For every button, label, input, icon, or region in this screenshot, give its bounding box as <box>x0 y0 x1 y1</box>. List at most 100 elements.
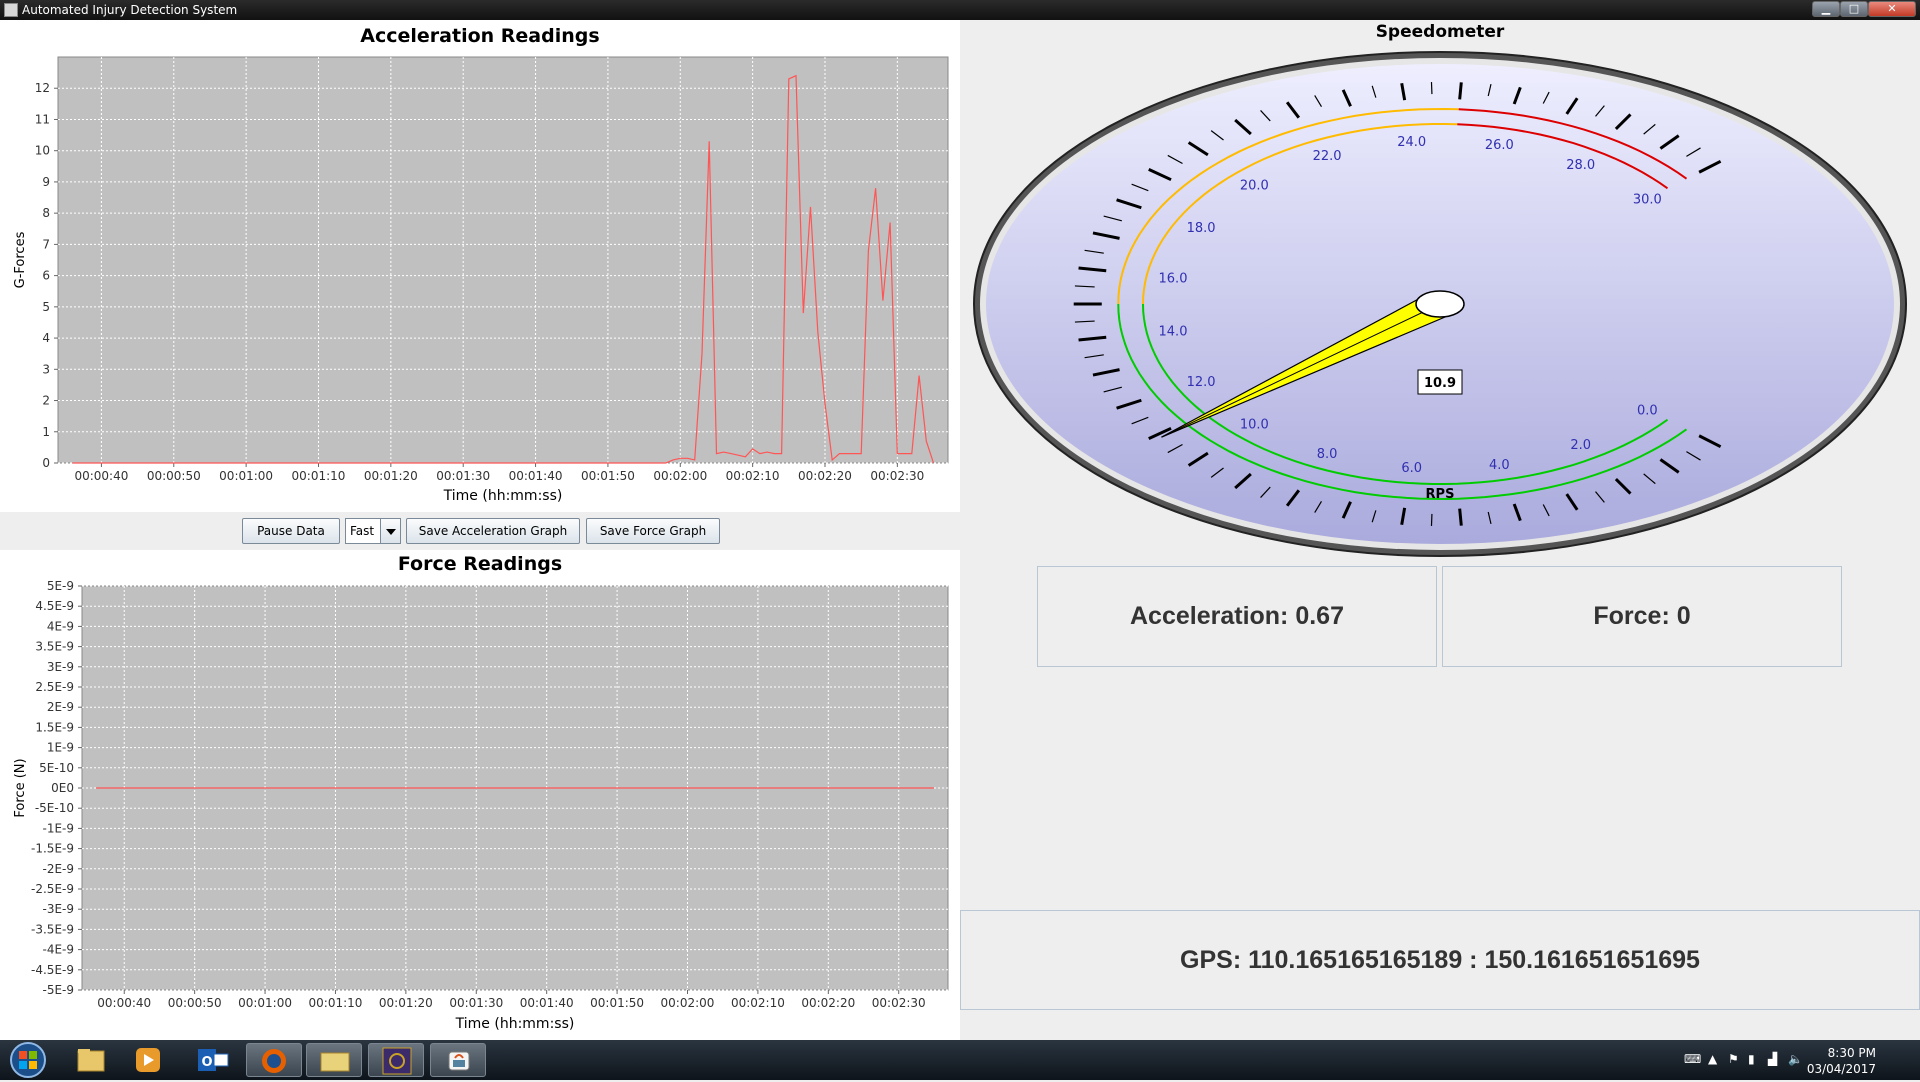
force-x-tick-label: 00:00:50 <box>168 996 222 1010</box>
speedometer-hub <box>1416 291 1464 317</box>
pause-data-button[interactable]: Pause Data <box>242 518 340 544</box>
speedometer-tick-label: 30.0 <box>1633 193 1662 208</box>
speedometer-tick-label: 12.0 <box>1187 375 1216 390</box>
acc-y-tick-label: 3 <box>42 362 50 376</box>
acc-y-tick-label: 12 <box>35 81 50 95</box>
force-ylabel: Force (N) <box>13 758 28 817</box>
acceleration-readout: Acceleration: 0.67 <box>1037 566 1437 667</box>
outlook-icon[interactable]: O <box>184 1043 240 1077</box>
acc-x-tick-label: 00:02:30 <box>870 469 924 483</box>
acc-y-tick-label: 10 <box>35 144 50 158</box>
force-x-tick-label: 00:02:10 <box>731 996 785 1010</box>
force-chart-title: Force Readings <box>398 553 562 575</box>
force-y-tick-label: -5E-9 <box>42 983 74 997</box>
speedometer-value: 10.9 <box>1424 376 1456 391</box>
speedometer-tick-label: 28.0 <box>1566 158 1595 173</box>
acceleration-plot-area <box>58 57 948 463</box>
acc-y-tick-label: 6 <box>42 269 50 283</box>
speedometer-tick-label: 4.0 <box>1489 458 1510 473</box>
force-y-tick-label: 4E-9 <box>47 619 74 633</box>
force-x-tick-label: 00:02:30 <box>872 996 926 1010</box>
force-readout: Force: 0 <box>1442 566 1842 667</box>
svg-text:O: O <box>201 1055 212 1070</box>
acc-x-tick-label: 00:02:00 <box>653 469 707 483</box>
taskbar: O ⌨ ▲ ⚑ ▮ ▟ 🔈 8:30 PM 03/04/2017 <box>0 1040 1920 1080</box>
save-acceleration-graph-button[interactable]: Save Acceleration Graph <box>406 518 580 544</box>
clock-time[interactable]: 8:30 PM <box>1828 1046 1876 1060</box>
minimize-button[interactable]: ▁ <box>1812 1 1840 17</box>
acc-x-tick-label: 00:02:20 <box>798 469 852 483</box>
chevron-down-icon[interactable] <box>380 519 400 543</box>
speed-select-value: Fast <box>350 524 374 538</box>
speedometer-tick-label: 20.0 <box>1240 179 1269 194</box>
close-button[interactable]: ✕ <box>1868 1 1916 17</box>
speedometer-tick-label: 10.0 <box>1240 417 1269 432</box>
keyboard-icon[interactable]: ⌨ <box>1684 1052 1701 1066</box>
save-force-graph-button[interactable]: Save Force Graph <box>586 518 720 544</box>
system-tray: ⌨ ▲ ⚑ ▮ ▟ 🔈 8:30 PM 03/04/2017 <box>1680 1040 1920 1080</box>
force-y-tick-label: -4.5E-9 <box>31 963 74 977</box>
chart-controls: Pause Data Fast Save Acceleration Graph … <box>0 512 960 550</box>
force-y-tick-label: 4.5E-9 <box>35 599 74 613</box>
speedometer-tick-label: 6.0 <box>1401 461 1422 476</box>
acceleration-readout-text: Acceleration: 0.67 <box>1130 602 1344 631</box>
maximize-button[interactable]: □ <box>1840 1 1868 17</box>
windows-explorer-pinned-icon[interactable] <box>62 1043 118 1077</box>
windows-explorer-icon[interactable] <box>306 1043 362 1077</box>
java-icon[interactable] <box>430 1043 486 1077</box>
speedometer-gauge: 0.02.04.06.08.010.012.014.016.018.020.02… <box>960 40 1920 560</box>
force-x-tick-label: 00:02:00 <box>661 996 715 1010</box>
force-y-tick-label: -3E-9 <box>42 902 74 916</box>
power-icon[interactable]: ▮ <box>1748 1052 1755 1066</box>
start-button[interactable] <box>4 1040 52 1080</box>
volume-icon[interactable]: 🔈 <box>1788 1052 1803 1066</box>
acc-y-tick-label: 8 <box>42 206 50 220</box>
speedometer-title: Speedometer <box>1240 22 1640 42</box>
app-icon <box>4 3 18 17</box>
acc-x-tick-label: 00:01:30 <box>436 469 490 483</box>
windows-media-player-icon[interactable] <box>120 1043 176 1077</box>
force-y-tick-label: 3.5E-9 <box>35 640 74 654</box>
speedometer-major-tick <box>1460 82 1462 99</box>
acc-y-tick-label: 7 <box>42 237 50 251</box>
speedometer-tick-label: 16.0 <box>1159 271 1188 286</box>
speedometer-unit: RPS <box>1426 487 1455 502</box>
speed-select[interactable]: Fast <box>345 518 401 544</box>
speedometer-tick-label: 24.0 <box>1397 135 1426 150</box>
force-y-tick-label: 5E-10 <box>39 761 74 775</box>
show-hidden-icons-icon[interactable]: ▲ <box>1708 1052 1717 1066</box>
force-y-tick-label: 2E-9 <box>47 700 74 714</box>
force-y-tick-label: 5E-9 <box>47 579 74 593</box>
speedometer-tick-label: 22.0 <box>1313 149 1342 164</box>
acc-y-tick-label: 11 <box>35 112 50 126</box>
java-ee-ide-icon[interactable] <box>368 1043 424 1077</box>
force-x-tick-label: 00:01:40 <box>520 996 574 1010</box>
force-y-tick-label: -5E-10 <box>35 801 74 815</box>
force-y-tick-label: -2E-9 <box>42 862 74 876</box>
force-y-tick-label: 3E-9 <box>47 660 74 674</box>
force-y-tick-label: 1.5E-9 <box>35 720 74 734</box>
window-titlebar: Automated Injury Detection System ▁ □ ✕ <box>0 0 1920 20</box>
acc-x-tick-label: 00:01:10 <box>292 469 346 483</box>
firefox-icon[interactable] <box>246 1043 302 1077</box>
acc-y-tick-label: 9 <box>42 175 50 189</box>
force-chart: Force Readings 5E-9 4.5E-9 4E-9 3.5E-9 3E-9 2… <box>0 550 960 1040</box>
force-x-tick-label: 00:01:50 <box>590 996 644 1010</box>
force-y-tick-label: -3.5E-9 <box>31 922 74 936</box>
force-y-tick-label: 1E-9 <box>47 741 74 755</box>
clock-date[interactable]: 03/04/2017 <box>1807 1062 1876 1076</box>
force-x-tick-label: 00:02:20 <box>801 996 855 1010</box>
acc-x-tick-label: 00:02:10 <box>726 469 780 483</box>
window-title: Automated Injury Detection System <box>22 3 237 17</box>
force-y-tick-label: 2.5E-9 <box>35 680 74 694</box>
force-readout-text: Force: 0 <box>1593 602 1690 631</box>
force-x-tick-label: 00:01:30 <box>449 996 503 1010</box>
acc-y-tick-label: 5 <box>42 300 50 314</box>
speedometer-tick-label: 0.0 <box>1637 403 1658 418</box>
action-center-flag-icon[interactable]: ⚑ <box>1728 1052 1739 1066</box>
force-y-tick-label: -1E-9 <box>42 821 74 835</box>
network-icon[interactable]: ▟ <box>1768 1052 1777 1066</box>
acc-x-tick-label: 00:01:20 <box>364 469 418 483</box>
acc-y-tick-label: 4 <box>42 331 50 345</box>
acc-y-tick-label: 0 <box>42 456 50 470</box>
